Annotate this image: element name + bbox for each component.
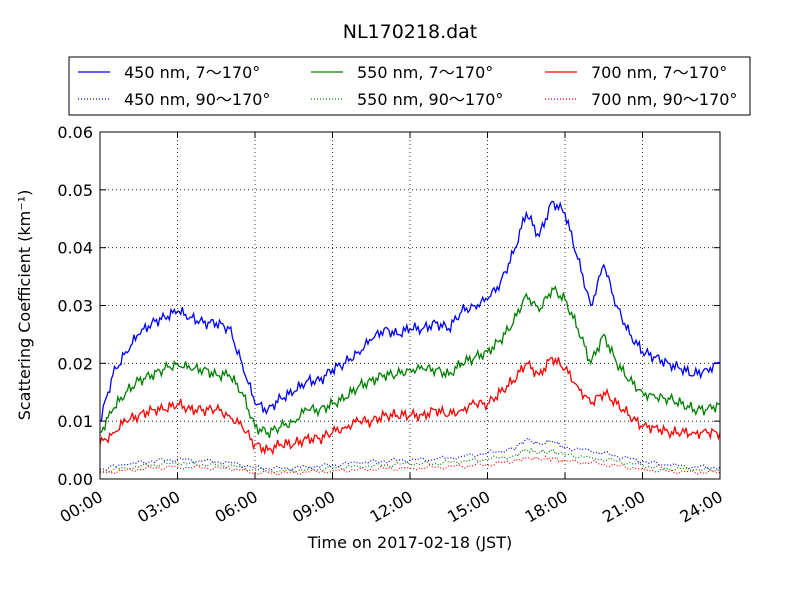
y-tick-label: 0.05 — [57, 181, 93, 200]
x-tick-label: 21:00 — [599, 487, 648, 527]
x-axis-label: Time on 2017-02-18 (JST) — [307, 533, 512, 552]
series-line-1 — [99, 200, 721, 422]
series-line-3 — [99, 285, 721, 439]
x-tick-label: 09:00 — [289, 487, 338, 527]
legend-label-5: 700 nm, 7～170° — [591, 63, 727, 82]
y-tick-label: 0.01 — [57, 412, 93, 431]
y-axis-label: Scattering Coefficient (km⁻¹) — [15, 190, 34, 421]
x-tick-label: 18:00 — [522, 487, 571, 527]
legend-box — [68, 56, 751, 116]
x-tick-label: 24:00 — [677, 487, 726, 527]
y-tick-label: 0.02 — [57, 354, 93, 373]
x-tick-label: 15:00 — [444, 487, 493, 527]
series-layer — [99, 200, 721, 476]
x-tick-label: 12:00 — [367, 487, 416, 527]
legend: 450 nm, 7～170° 450 nm, 90～170° 550 nm, 7～1… — [68, 56, 751, 116]
legend-label-6: 700 nm, 90～170° — [591, 90, 737, 109]
series-line-2 — [99, 437, 721, 472]
series-line-4 — [99, 447, 721, 474]
legend-label-2: 450 nm, 90～170° — [124, 90, 270, 109]
y-tick-label: 0.03 — [57, 297, 93, 316]
y-tick-label: 0.00 — [57, 470, 93, 489]
y-tick-label: 0.06 — [57, 123, 93, 142]
legend-label-3: 550 nm, 7～170° — [357, 63, 493, 82]
legend-label-4: 550 nm, 90～170° — [357, 90, 503, 109]
x-tick-label: 03:00 — [134, 487, 183, 527]
y-tick-label: 0.04 — [57, 239, 93, 258]
x-tick-label: 06:00 — [212, 487, 261, 527]
chart-title: NL170218.dat — [343, 21, 478, 43]
legend-label-1: 450 nm, 7～170° — [124, 63, 260, 82]
x-tick-label: 00:00 — [57, 487, 106, 527]
y-axis: 0.00 0.01 0.02 0.03 0.04 0.05 0.06 — [57, 123, 720, 489]
series-line-5 — [99, 356, 721, 456]
grid — [100, 132, 720, 479]
